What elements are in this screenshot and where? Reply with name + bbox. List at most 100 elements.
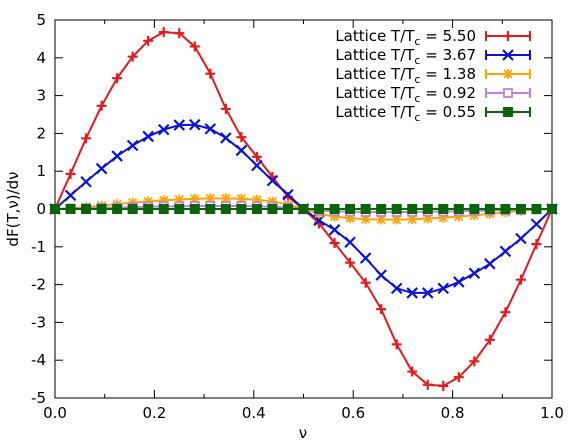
data-point — [515, 274, 526, 285]
data-point — [530, 218, 543, 230]
data-point — [220, 193, 231, 204]
data-point — [174, 28, 185, 39]
data-point — [282, 204, 293, 214]
y-tick-label: -2 — [31, 276, 46, 294]
legend-label: Lattice T/Tc = 3.67 — [335, 46, 476, 67]
legend-marker — [503, 31, 513, 41]
data-point — [438, 212, 449, 223]
data-point — [453, 372, 464, 383]
data-point — [80, 176, 92, 188]
data-point — [158, 204, 169, 214]
data-point — [437, 282, 450, 295]
data-point — [469, 356, 480, 367]
data-point — [390, 282, 403, 295]
data-point — [469, 204, 480, 214]
data-point — [360, 277, 371, 288]
data-point — [314, 204, 325, 214]
data-point — [484, 204, 495, 214]
data-point — [65, 204, 76, 214]
y-tick-label: -1 — [31, 238, 46, 256]
legend-marker — [503, 88, 513, 98]
legend-label: Lattice T/Tc = 5.50 — [335, 27, 476, 48]
data-point — [251, 151, 262, 162]
data-point — [407, 366, 418, 377]
y-tick-label: 2 — [36, 124, 46, 142]
data-point — [81, 204, 92, 214]
data-point — [143, 196, 154, 207]
axis-ticks: 0.0 0.2 0.4 0.6 0.8 1.0 -5 -4 -3 -2 -1 0 1 2 3 4 5 — [31, 11, 564, 422]
data-point — [205, 204, 216, 214]
data-point — [127, 204, 138, 214]
data-point — [329, 211, 340, 222]
series-layer — [49, 27, 558, 391]
data-point — [500, 307, 511, 318]
data-point — [438, 204, 449, 214]
legend-marker — [503, 107, 513, 117]
data-point — [406, 287, 418, 299]
data-point — [298, 204, 309, 214]
data-point — [236, 132, 247, 143]
data-point — [376, 304, 387, 315]
y-tick-label: 0 — [36, 200, 46, 218]
data-point — [345, 257, 356, 268]
data-point — [189, 118, 201, 131]
data-point — [64, 189, 77, 202]
data-point — [407, 214, 418, 225]
x-axis-label: ν — [299, 424, 307, 442]
data-point — [142, 130, 154, 143]
data-point — [112, 204, 123, 214]
y-tick-label: -5 — [31, 389, 46, 407]
data-point — [189, 204, 200, 214]
data-point — [158, 195, 169, 206]
y-axis-label: dF(T,ν)/dν — [4, 171, 22, 246]
data-point — [174, 204, 185, 214]
x-tick-label: 0.0 — [43, 404, 67, 422]
data-point — [484, 334, 495, 345]
legend-entry: Lattice T/Tc = 3.67 — [335, 46, 531, 67]
data-point — [376, 214, 387, 225]
data-point — [189, 41, 200, 52]
data-point — [143, 35, 154, 46]
data-point — [251, 194, 262, 205]
data-point — [422, 379, 433, 390]
data-point — [438, 380, 449, 391]
legend-marker — [503, 69, 513, 79]
data-point — [236, 193, 247, 204]
y-tick-label: -4 — [31, 351, 46, 369]
data-point — [236, 204, 247, 214]
data-point — [484, 258, 496, 270]
data-point — [251, 159, 263, 172]
data-point — [157, 123, 170, 136]
data-point — [344, 236, 356, 249]
data-point — [515, 204, 526, 214]
data-point — [360, 204, 371, 214]
data-point — [127, 51, 138, 62]
data-point — [421, 287, 434, 299]
data-point — [96, 204, 107, 214]
data-point — [220, 103, 231, 114]
data-point — [267, 204, 278, 214]
legend-label: Lattice T/Tc = 1.38 — [335, 65, 476, 86]
data-point — [345, 204, 356, 214]
data-point — [95, 162, 108, 175]
data-point — [50, 204, 60, 214]
data-point — [500, 204, 511, 214]
data-point — [531, 239, 542, 250]
data-point — [189, 193, 200, 204]
data-point — [143, 204, 154, 214]
data-point — [111, 150, 123, 162]
data-point — [204, 123, 217, 135]
legend-label: Lattice T/Tc = 0.92 — [335, 84, 476, 105]
legend-entry: Lattice T/Tc = 0.55 — [335, 103, 531, 124]
data-point — [96, 100, 107, 111]
data-point — [391, 214, 402, 225]
data-point — [328, 224, 341, 236]
data-point — [267, 196, 278, 207]
x-tick-label: 0.6 — [341, 404, 365, 422]
x-tick-label: 0.4 — [242, 404, 266, 422]
y-tick-label: 5 — [36, 11, 46, 29]
data-point — [65, 168, 76, 179]
legend-entry: Lattice T/Tc = 5.50 — [335, 27, 531, 48]
data-point — [220, 204, 231, 214]
data-point — [345, 213, 356, 224]
